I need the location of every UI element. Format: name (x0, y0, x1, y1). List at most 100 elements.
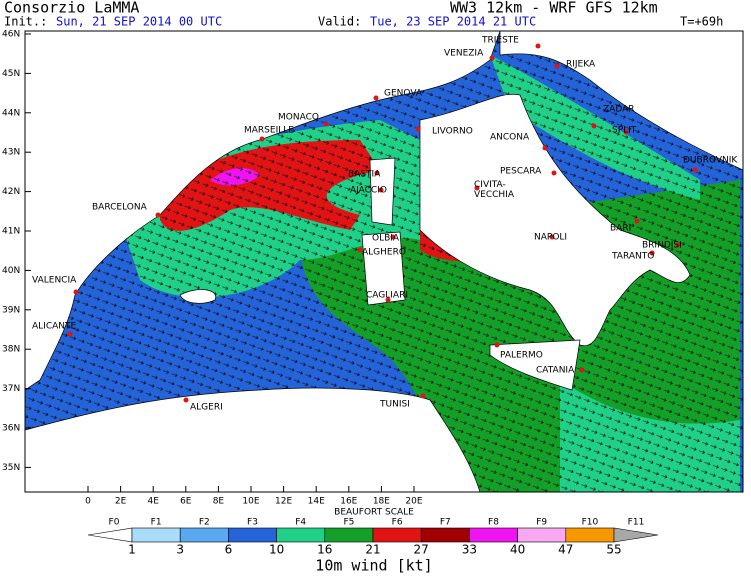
legend-swatch (469, 527, 518, 543)
city-marker (579, 367, 585, 373)
legend-class-label: F1 (151, 518, 162, 528)
west-land (25, 31, 501, 391)
lon-label: 20E (405, 497, 422, 507)
city-label: ALICANTE (32, 322, 76, 332)
map-frame (24, 30, 744, 493)
city-marker (415, 126, 421, 132)
legend-class-label: F0 (109, 518, 120, 528)
city-marker (542, 145, 548, 151)
legend-class-label: F4 (295, 518, 306, 528)
city-marker (357, 247, 363, 253)
legend-speed-label: 16 (317, 543, 332, 557)
land (25, 31, 743, 492)
lat-label: 44N (2, 108, 20, 118)
legend-speed-label: 10 (269, 543, 284, 557)
city-label: VENEZIA (444, 49, 484, 59)
lon-label: 4E (147, 497, 159, 507)
lat-label: 45N (2, 69, 20, 79)
legend-swatch (324, 527, 374, 543)
city-label: RIJEKA (566, 60, 596, 70)
lon-label: 16E (340, 497, 357, 507)
city-marker (378, 187, 384, 193)
city-label: CAGLIARI (366, 291, 408, 301)
map (25, 31, 743, 492)
sicily (489, 339, 581, 391)
sardinia (361, 231, 406, 306)
lat-label: 42N (2, 187, 20, 197)
mallorca (179, 289, 217, 304)
legend-class-label: F8 (488, 518, 499, 528)
lon-label: 10E (242, 497, 259, 507)
city-label: NAPOLI (534, 233, 567, 243)
city-label: TRIESTE (481, 36, 519, 46)
city-marker (494, 342, 500, 348)
city-label: ANCONA (490, 133, 530, 143)
lon-label: 14E (308, 497, 325, 507)
legend-swatch (228, 527, 277, 543)
city-label: MONACO (278, 113, 319, 123)
city-marker (489, 55, 495, 61)
legend-swatch (276, 527, 326, 543)
city-label: TARANTO (611, 252, 654, 262)
city-label: PALERMO (500, 351, 543, 361)
city-label: ZADAR (603, 105, 635, 115)
lat-label: 41N (2, 227, 20, 237)
legend-speed-label: 1 (128, 543, 136, 557)
valid-label: Valid: (318, 15, 361, 29)
italy (419, 93, 691, 347)
lon-label: 0 (85, 497, 91, 507)
lon-label: 2E (115, 497, 127, 507)
legend-class-label: F11 (628, 518, 645, 528)
legend-swatch (372, 527, 422, 543)
lon-label: 6E (180, 497, 192, 507)
lat-label: 36N (2, 424, 20, 434)
legend-speed-label: 6 (225, 543, 233, 557)
legend-swatch (420, 527, 470, 543)
lon-label: 8E (213, 497, 225, 507)
legend-class-label: F3 (247, 518, 258, 528)
legend-speed-label: 27 (414, 543, 429, 557)
city-marker (649, 250, 655, 256)
city-marker (183, 397, 189, 403)
city-label: SPLIT (612, 126, 637, 136)
city-label: BASTIA (348, 170, 381, 180)
legend-speed-label: 3 (176, 543, 184, 557)
legend-swatch (131, 527, 181, 543)
city-label: DUBROVNIK (683, 156, 738, 166)
city-label: VALENCIA (32, 276, 77, 286)
city-marker (323, 121, 329, 127)
city-marker (390, 234, 396, 240)
city-label: BARI (610, 224, 631, 234)
legend-class-label: F10 (582, 518, 599, 528)
legend-class-label: F6 (392, 518, 403, 528)
lat-label: 38N (2, 345, 20, 355)
city-marker (623, 129, 629, 135)
balkans (499, 31, 743, 171)
lat-label: 35N (2, 463, 20, 473)
city-label: MARSEILLE (244, 126, 294, 136)
lat-label: 39N (2, 305, 20, 315)
city-label: BARCELONA (92, 203, 148, 213)
init-time: Sun, 21 SEP 2014 00 UTC (56, 15, 222, 29)
city-marker (551, 170, 557, 176)
city-label: LIVORNO (432, 127, 473, 137)
city-marker (591, 123, 597, 129)
model-title: WW3 12km - WRF GFS 12km (450, 0, 658, 17)
lat-label: 43N (2, 148, 20, 158)
lon-label: 12E (275, 497, 292, 507)
city-label: ALGHERO (362, 248, 406, 258)
city-marker (73, 289, 79, 295)
city-marker (373, 95, 379, 101)
city-label: PESCARA (500, 167, 542, 177)
valid-time: Tue, 23 SEP 2014 21 UTC (370, 15, 536, 29)
city-marker (67, 331, 73, 337)
city-marker (385, 297, 391, 303)
org-title: Consorzio LaMMA (4, 0, 139, 17)
legend-class-label: F9 (536, 518, 547, 528)
lat-label: 46N (2, 30, 20, 40)
city-label: CATANIA (536, 366, 575, 376)
city-marker (474, 185, 480, 191)
init-label: Init.: (4, 15, 47, 29)
africa (25, 387, 481, 492)
lat-label: 37N (2, 384, 20, 394)
